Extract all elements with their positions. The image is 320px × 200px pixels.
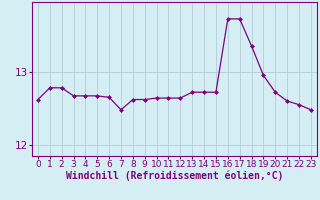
- X-axis label: Windchill (Refroidissement éolien,°C): Windchill (Refroidissement éolien,°C): [66, 171, 283, 181]
